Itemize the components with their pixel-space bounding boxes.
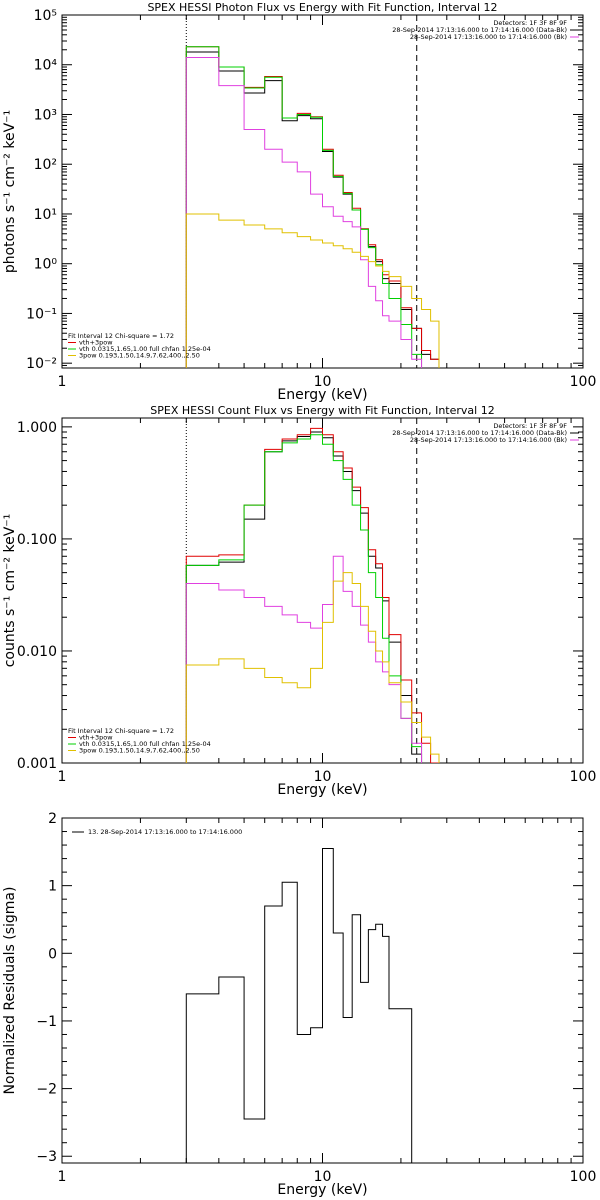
y-tick-label: 10⁴ <box>34 58 58 74</box>
y-tick-label: −1 <box>36 1014 57 1030</box>
legend-entry: 28-Sep-2014 17:13:16.000 to 17:14:16.000… <box>392 429 567 437</box>
x-axis-label: Energy (keV) <box>277 1182 367 1198</box>
x-tick-label: 1 <box>58 769 67 785</box>
series-group <box>185 46 440 368</box>
x-axis-label: Energy (keV) <box>277 387 367 403</box>
y-tick-label: 2 <box>48 811 57 827</box>
y-tick-label: 10⁰ <box>34 257 58 273</box>
legend-entry: vth+3pow <box>79 339 113 347</box>
x-tick-label: 100 <box>570 769 597 785</box>
y-tick-label: 0.001 <box>17 756 57 772</box>
x-axis-label: Energy (keV) <box>277 782 367 798</box>
plot-frame <box>61 417 584 764</box>
y-tick-label: −3 <box>36 1149 57 1165</box>
y-axis-label: Normalized Residuals (sigma) <box>2 887 18 1095</box>
series-group <box>185 427 440 763</box>
legend-entry: vth+3pow <box>79 734 113 742</box>
count-flux-panel: 1 10 100 0.001 0.010 0.100 1.000 SPEX HESSI Cou… <box>2 404 597 798</box>
series-0-line <box>185 847 413 1163</box>
legend-entry: Fit Interval 12 Chi-square = 1.72 <box>68 727 174 735</box>
series-2-line <box>185 434 423 763</box>
legend-entry: 13. 28-Sep-2014 17:13:16.000 to 17:14:16… <box>88 828 242 836</box>
x-tick-label: 10 <box>314 769 332 785</box>
y-tick-label: 0 <box>48 946 57 962</box>
legend-entry: vth 0.0315,1.65,1.00 full chfan 1.25e-04 <box>79 740 211 748</box>
chart-title: SPEX HESSI Count Flux vs Energy with Fit… <box>150 404 494 417</box>
legend-entry: 3pow 0.193,1.50,14.9,7.62,400.,2.50 <box>79 747 200 755</box>
photon-flux-panel: 1 10 100 10⁻² 10⁻¹ 10⁰ 10¹ 10² 10³ 10⁴ 10⁵ SPEX HES… <box>2 1 597 403</box>
x-tick-label: 1 <box>58 1169 67 1185</box>
legend-entry: 28-Sep-2014 17:13:16.000 to 17:14:16.000… <box>410 436 567 444</box>
y-tick-label: 10² <box>34 157 57 173</box>
series-2-line <box>185 46 423 368</box>
y-tick-label: 0.010 <box>17 644 57 660</box>
plot-frame <box>61 14 584 369</box>
y-tick-label: 10⁻¹ <box>26 306 57 322</box>
y-tick-label: −2 <box>36 1082 57 1098</box>
x-tick-label: 100 <box>570 374 597 390</box>
y-tick-label: 10⁵ <box>34 8 57 24</box>
legend-entry: Fit Interval 12 Chi-square = 1.72 <box>68 332 174 340</box>
x-tick-label: 100 <box>570 1169 597 1185</box>
y-tick-label: 1 <box>48 879 57 895</box>
series-group <box>185 847 413 1163</box>
chart-title: SPEX HESSI Photon Flux vs Energy with Fi… <box>147 1 497 14</box>
legend-entry: Detectors: 1F 3F 8F 9F <box>493 19 567 27</box>
y-tick-label: 10¹ <box>34 207 57 223</box>
y-axis-label: counts s⁻¹ cm⁻² keV⁻¹ <box>2 514 18 668</box>
legend-entry: Detectors: 1F 3F 8F 9F <box>493 422 567 430</box>
x-tick-label: 10 <box>314 374 332 390</box>
legend-entry: 3pow 0.193,1.50,14.9,7.62,400.,2.50 <box>79 352 200 360</box>
series-4-line <box>185 213 440 368</box>
legend-entry: 28-Sep-2014 17:13:16.000 to 17:14:16.000… <box>392 26 567 34</box>
legend-entry: vth 0.0315,1.65,1.00 full chfan 1.25e-04 <box>79 345 211 353</box>
series-1-line <box>185 427 440 763</box>
residuals-panel: 1 10 100 −3 −2 −1 0 1 2 Energy (keV) Normalized Re… <box>2 811 597 1198</box>
y-tick-label: 1.000 <box>17 420 57 436</box>
series-4-line <box>185 572 440 763</box>
y-axis-label: photons s⁻¹ cm⁻² keV⁻¹ <box>2 110 18 273</box>
y-tick-label: 10⁻² <box>26 356 57 372</box>
x-tick-label: 10 <box>314 1169 332 1185</box>
y-tick-label: 10³ <box>34 107 57 123</box>
series-0-line <box>185 431 423 763</box>
legend-entry: 28-Sep-2014 17:13:16.000 to 17:14:16.000… <box>410 33 567 41</box>
series-1-line <box>185 46 440 368</box>
y-tick-label: 0.100 <box>17 532 57 548</box>
series-3-line <box>185 56 423 368</box>
x-tick-label: 1 <box>58 374 67 390</box>
